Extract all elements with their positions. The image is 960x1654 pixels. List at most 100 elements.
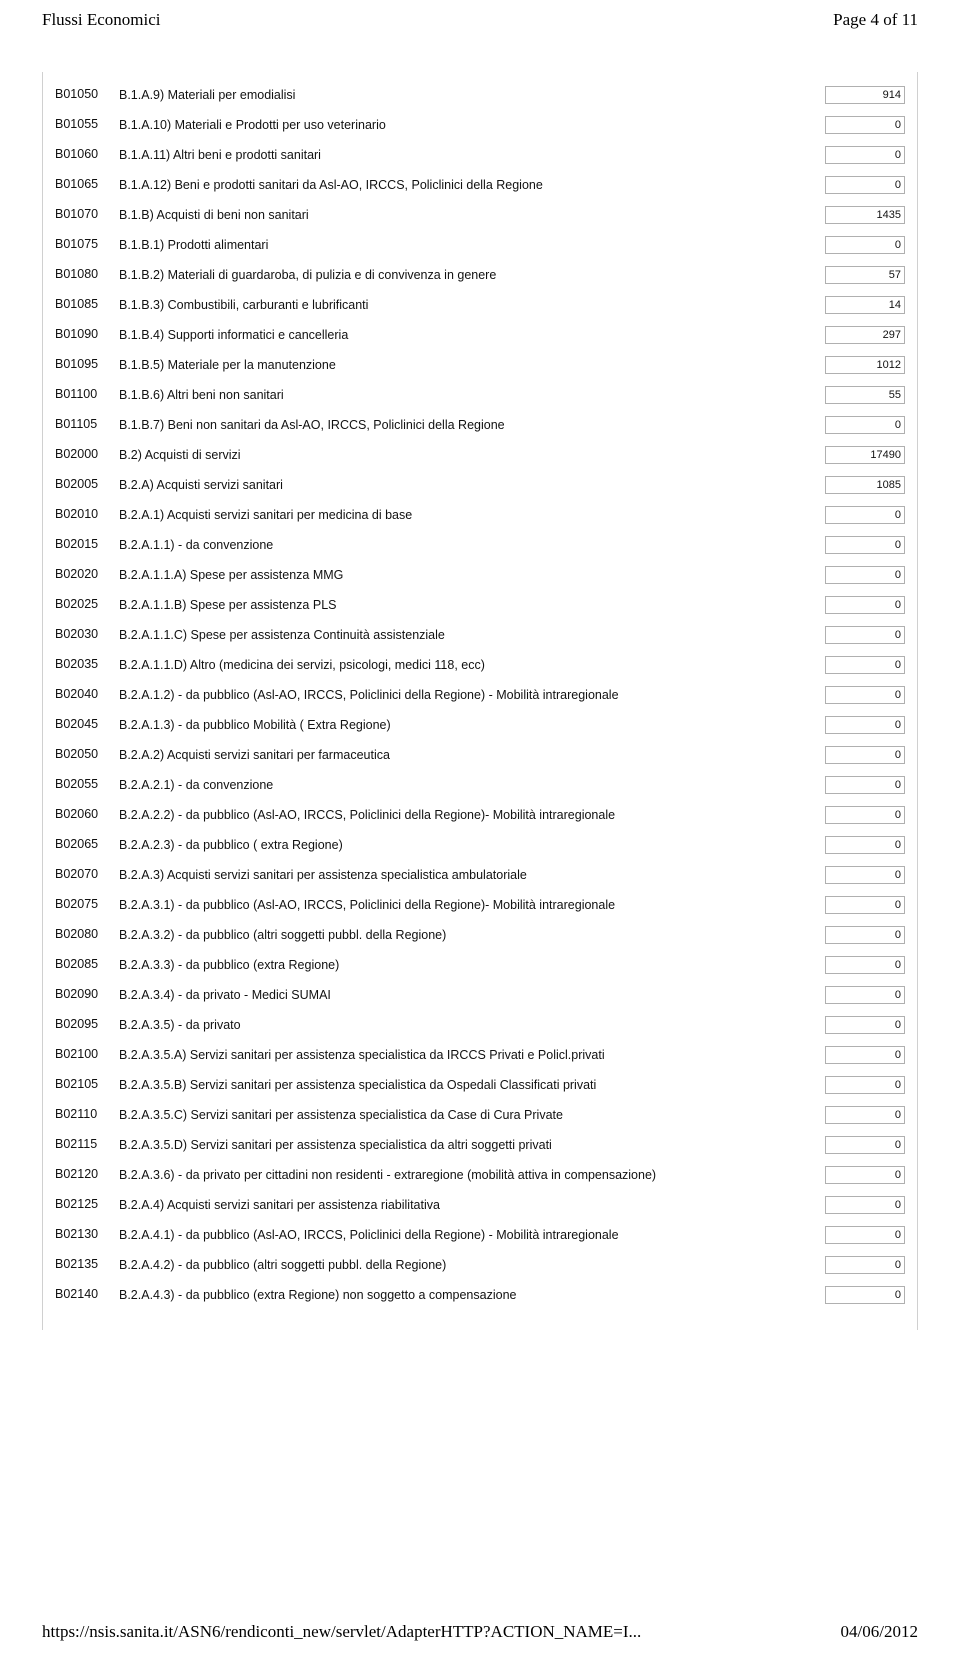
table-row: B01095B.1.B.5) Materiale per la manutenz… xyxy=(55,356,905,374)
row-value-cell: 1012 xyxy=(821,356,905,374)
table-row: B02055B.2.A.2.1) - da convenzione0 xyxy=(55,776,905,794)
header-title: Flussi Economici xyxy=(42,10,161,30)
table-row: B02035B.2.A.1.1.D) Altro (medicina dei s… xyxy=(55,656,905,674)
table-row: B02130B.2.A.4.1) - da pubblico (Asl-AO, … xyxy=(55,1226,905,1244)
value-input[interactable]: 1435 xyxy=(825,206,905,224)
row-description: B.2.A.3.2) - da pubblico (altri soggetti… xyxy=(119,926,821,944)
table-row: B02125B.2.A.4) Acquisti servizi sanitari… xyxy=(55,1196,905,1214)
value-input[interactable]: 55 xyxy=(825,386,905,404)
value-input[interactable]: 0 xyxy=(825,116,905,134)
value-input[interactable]: 0 xyxy=(825,1286,905,1304)
row-description: B.2.A.3.5.A) Servizi sanitari per assist… xyxy=(119,1046,821,1064)
value-input[interactable]: 0 xyxy=(825,506,905,524)
table-row: B02045B.2.A.1.3) - da pubblico Mobilità … xyxy=(55,716,905,734)
value-input[interactable]: 0 xyxy=(825,1046,905,1064)
table-row: B02070B.2.A.3) Acquisti servizi sanitari… xyxy=(55,866,905,884)
value-input[interactable]: 0 xyxy=(825,776,905,794)
value-input[interactable]: 0 xyxy=(825,1196,905,1214)
row-description: B.2.A.4.2) - da pubblico (altri soggetti… xyxy=(119,1256,821,1274)
row-code: B02010 xyxy=(55,506,119,521)
table-row: B02010B.2.A.1) Acquisti servizi sanitari… xyxy=(55,506,905,524)
value-input[interactable]: 0 xyxy=(825,1016,905,1034)
row-value-cell: 0 xyxy=(821,1136,905,1154)
row-value-cell: 1085 xyxy=(821,476,905,494)
value-input[interactable]: 297 xyxy=(825,326,905,344)
value-input[interactable]: 0 xyxy=(825,1226,905,1244)
row-description: B.2.A.1.1) - da convenzione xyxy=(119,536,821,554)
row-value-cell: 1435 xyxy=(821,206,905,224)
rows-container: B01050B.1.A.9) Materiali per emodialisi9… xyxy=(55,86,905,1304)
value-input[interactable]: 914 xyxy=(825,86,905,104)
value-input[interactable]: 0 xyxy=(825,1076,905,1094)
value-input[interactable]: 0 xyxy=(825,596,905,614)
value-input[interactable]: 1012 xyxy=(825,356,905,374)
header-page-number: Page 4 of 11 xyxy=(833,10,918,30)
row-code: B01100 xyxy=(55,386,119,401)
value-input[interactable]: 0 xyxy=(825,1256,905,1274)
table-row: B01105B.1.B.7) Beni non sanitari da Asl-… xyxy=(55,416,905,434)
row-description: B.2.A.3.3) - da pubblico (extra Regione) xyxy=(119,956,821,974)
row-description: B.2.A.3.5) - da privato xyxy=(119,1016,821,1034)
row-value-cell: 0 xyxy=(821,176,905,194)
table-row: B02000B.2) Acquisti di servizi17490 xyxy=(55,446,905,464)
value-input[interactable]: 0 xyxy=(825,656,905,674)
table-row: B02090B.2.A.3.4) - da privato - Medici S… xyxy=(55,986,905,1004)
row-code: B02055 xyxy=(55,776,119,791)
row-value-cell: 0 xyxy=(821,836,905,854)
table-row: B02115B.2.A.3.5.D) Servizi sanitari per … xyxy=(55,1136,905,1154)
table-row: B01070B.1.B) Acquisti di beni non sanita… xyxy=(55,206,905,224)
table-row: B01080B.1.B.2) Materiali di guardaroba, … xyxy=(55,266,905,284)
value-input[interactable]: 0 xyxy=(825,1106,905,1124)
row-code: B02070 xyxy=(55,866,119,881)
table-row: B02015B.2.A.1.1) - da convenzione0 xyxy=(55,536,905,554)
value-input[interactable]: 17490 xyxy=(825,446,905,464)
row-code: B01060 xyxy=(55,146,119,161)
table-row: B01085B.1.B.3) Combustibili, carburanti … xyxy=(55,296,905,314)
row-value-cell: 55 xyxy=(821,386,905,404)
row-description: B.2.A.3.1) - da pubblico (Asl-AO, IRCCS,… xyxy=(119,896,821,914)
row-description: B.2.A.3.5.D) Servizi sanitari per assist… xyxy=(119,1136,821,1154)
value-input[interactable]: 0 xyxy=(825,1166,905,1184)
value-input[interactable]: 0 xyxy=(825,746,905,764)
row-value-cell: 14 xyxy=(821,296,905,314)
row-description: B.2.A.1.1.A) Spese per assistenza MMG xyxy=(119,566,821,584)
value-input[interactable]: 0 xyxy=(825,686,905,704)
value-input[interactable]: 1085 xyxy=(825,476,905,494)
row-code: B02045 xyxy=(55,716,119,731)
row-code: B02050 xyxy=(55,746,119,761)
row-code: B02115 xyxy=(55,1136,119,1151)
row-code: B02085 xyxy=(55,956,119,971)
row-description: B.2.A.1.1.D) Altro (medicina dei servizi… xyxy=(119,656,821,674)
row-code: B02025 xyxy=(55,596,119,611)
value-input[interactable]: 57 xyxy=(825,266,905,284)
table-row: B01090B.1.B.4) Supporti informatici e ca… xyxy=(55,326,905,344)
value-input[interactable]: 0 xyxy=(825,836,905,854)
value-input[interactable]: 0 xyxy=(825,236,905,254)
value-input[interactable]: 0 xyxy=(825,986,905,1004)
value-input[interactable]: 0 xyxy=(825,416,905,434)
value-input[interactable]: 0 xyxy=(825,176,905,194)
value-input[interactable]: 0 xyxy=(825,956,905,974)
row-value-cell: 0 xyxy=(821,236,905,254)
table-row: B01060B.1.A.11) Altri beni e prodotti sa… xyxy=(55,146,905,164)
value-input[interactable]: 0 xyxy=(825,1136,905,1154)
value-input[interactable]: 0 xyxy=(825,536,905,554)
value-input[interactable]: 0 xyxy=(825,806,905,824)
row-code: B02110 xyxy=(55,1106,119,1121)
value-input[interactable]: 0 xyxy=(825,896,905,914)
row-value-cell: 914 xyxy=(821,86,905,104)
value-input[interactable]: 0 xyxy=(825,866,905,884)
row-description: B.2.A.3.6) - da privato per cittadini no… xyxy=(119,1166,821,1184)
row-description: B.2.A.2.2) - da pubblico (Asl-AO, IRCCS,… xyxy=(119,806,821,824)
row-code: B02060 xyxy=(55,806,119,821)
row-description: B.2.A.1) Acquisti servizi sanitari per m… xyxy=(119,506,821,524)
value-input[interactable]: 0 xyxy=(825,716,905,734)
value-input[interactable]: 0 xyxy=(825,926,905,944)
row-code: B02135 xyxy=(55,1256,119,1271)
row-code: B02100 xyxy=(55,1046,119,1061)
value-input[interactable]: 0 xyxy=(825,566,905,584)
value-input[interactable]: 0 xyxy=(825,626,905,644)
value-input[interactable]: 14 xyxy=(825,296,905,314)
value-input[interactable]: 0 xyxy=(825,146,905,164)
row-code: B01085 xyxy=(55,296,119,311)
